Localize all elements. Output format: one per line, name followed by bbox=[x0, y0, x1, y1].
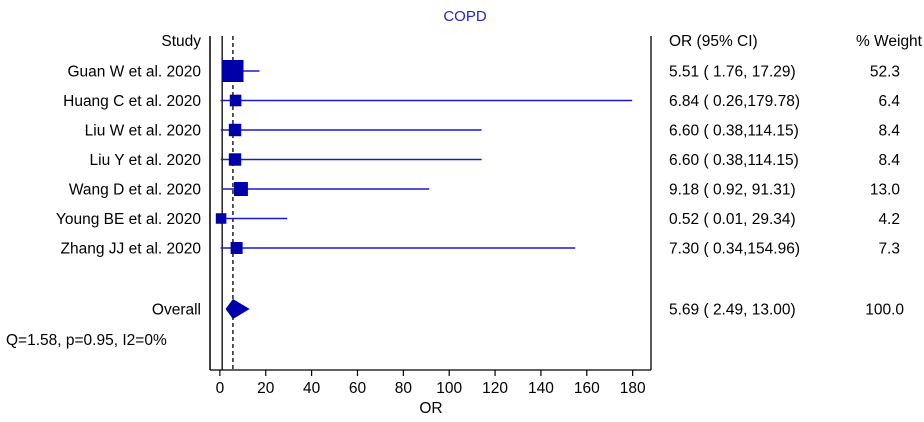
x-tick-label: 60 bbox=[349, 380, 367, 397]
weight-text: 4.2 bbox=[878, 211, 900, 228]
effect-markers bbox=[215, 60, 248, 254]
study-marker bbox=[230, 242, 243, 254]
overall-row: Overall 5.69 ( 2.49, 13.00) 100.0 bbox=[152, 299, 904, 319]
x-tick-label: 160 bbox=[574, 380, 600, 397]
reference-lines bbox=[209, 36, 234, 370]
or-ci-text: 9.18 ( 0.92, 91.31) bbox=[669, 182, 796, 199]
or-ci-text: 0.52 ( 0.01, 29.34) bbox=[669, 211, 796, 228]
or-ci-text: 6.60 ( 0.38,114.15) bbox=[669, 123, 799, 140]
x-tick-label: 80 bbox=[395, 380, 413, 397]
or-ci-text: 7.30 ( 0.34,154.96) bbox=[669, 241, 800, 258]
overall-or-ci-text: 5.69 ( 2.49, 13.00) bbox=[669, 302, 796, 319]
confidence-intervals bbox=[219, 70, 633, 249]
weight-text: 7.3 bbox=[878, 241, 900, 258]
study-marker bbox=[233, 182, 248, 196]
study-marker bbox=[221, 60, 244, 82]
study-label: Wang D et al. 2020 bbox=[69, 182, 201, 199]
study-column-header: Study bbox=[161, 33, 201, 50]
x-tick-label: 0 bbox=[216, 380, 225, 397]
chart-title: COPD bbox=[443, 8, 487, 25]
weight-text: 52.3 bbox=[870, 64, 900, 81]
study-label: Zhang JJ et al. 2020 bbox=[61, 241, 202, 258]
overall-label: Overall bbox=[152, 302, 201, 319]
or-ci-text: 5.51 ( 1.76, 17.29) bbox=[669, 64, 796, 81]
x-tick-label: 180 bbox=[620, 380, 646, 397]
weight-text: 13.0 bbox=[870, 182, 901, 199]
study-label: Huang C et al. 2020 bbox=[63, 93, 201, 110]
study-label: Liu W et al. 2020 bbox=[85, 123, 202, 140]
overall-weight-text: 100.0 bbox=[865, 302, 904, 319]
study-marker bbox=[228, 123, 242, 137]
study-label: Liu Y et al. 2020 bbox=[90, 152, 202, 169]
x-axis-label: OR bbox=[419, 400, 442, 417]
x-tick-label: 40 bbox=[303, 380, 321, 397]
or-ci-text: 6.84 ( 0.26,179.78) bbox=[669, 93, 800, 110]
x-tick-label: 100 bbox=[436, 380, 462, 397]
study-marker bbox=[228, 153, 242, 166]
or-ci-text: 6.60 ( 0.38,114.15) bbox=[669, 152, 799, 169]
study-label: Young BE et al. 2020 bbox=[56, 211, 201, 228]
x-axis: 0 20 40 60 80 100 120 140 160 180 bbox=[210, 36, 652, 397]
x-tick-label: 140 bbox=[528, 380, 554, 397]
heterogeneity-stats: Q=1.58, p=0.95, I2=0% bbox=[6, 332, 167, 349]
study-label: Guan W et al. 2020 bbox=[67, 64, 201, 81]
study-marker bbox=[229, 94, 242, 107]
weight-column-header: % Weight bbox=[856, 33, 923, 50]
weight-text: 8.4 bbox=[878, 152, 900, 169]
x-tick-label: 20 bbox=[257, 380, 275, 397]
study-labels: Guan W et al. 2020 Huang C et al. 2020 Liu… bbox=[56, 64, 201, 258]
x-tick-label: 120 bbox=[482, 380, 508, 397]
or-column-header: OR (95% CI) bbox=[669, 33, 758, 50]
weight-text: 6.4 bbox=[878, 93, 900, 110]
study-marker bbox=[215, 213, 227, 224]
weight-values: 52.3 6.4 8.4 8.4 13.0 4.2 7.3 bbox=[870, 64, 901, 258]
overall-diamond bbox=[225, 299, 250, 319]
weight-text: 8.4 bbox=[878, 123, 900, 140]
or-ci-values: 5.51 ( 1.76, 17.29) 6.84 ( 0.26,179.78) 6.… bbox=[669, 64, 800, 258]
